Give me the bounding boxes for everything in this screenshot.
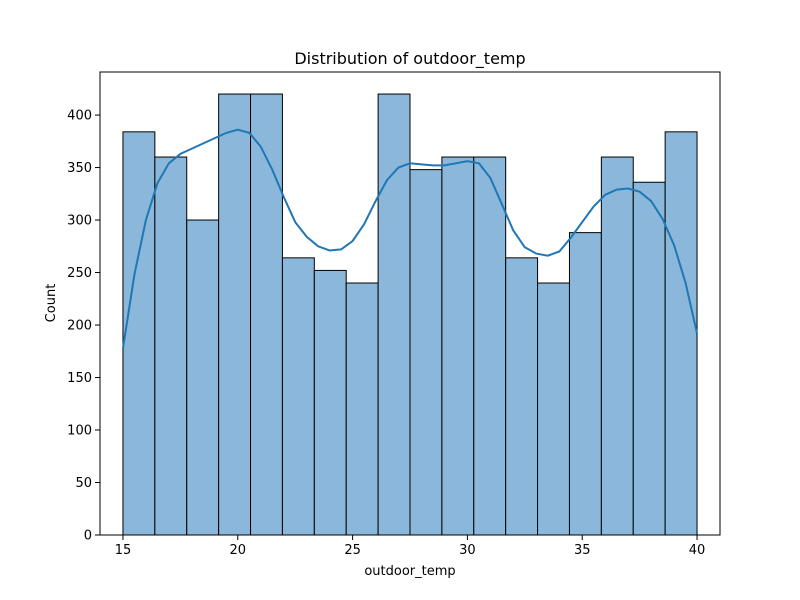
histogram-bar [600, 156, 634, 536]
x-tick-label: 25 [344, 543, 361, 558]
histogram-bar [537, 282, 570, 536]
y-tick-label: 100 [67, 424, 92, 439]
y-tick-label: 0 [84, 529, 92, 544]
plot-frame [99, 71, 721, 536]
histogram-bar [505, 257, 539, 536]
y-tick-label: 250 [67, 266, 92, 281]
histogram-bar [441, 156, 475, 536]
histogram-bar [664, 131, 698, 536]
histogram-bar [122, 131, 156, 536]
histogram-bar [186, 219, 220, 536]
kde-curve [122, 128, 698, 349]
histogram-bar [218, 93, 252, 536]
x-tick-label: 30 [459, 543, 476, 558]
histogram-bar [313, 269, 347, 536]
histogram-bar [345, 282, 379, 536]
chart-title: Distribution of outdoor_temp [294, 49, 525, 69]
y-axis-label: Count [44, 284, 59, 323]
y-tick-label: 150 [67, 371, 92, 386]
histogram-bar [250, 93, 283, 536]
y-tick-label: 50 [75, 476, 92, 491]
x-axis-ticks: 15 20 25 30 35 40 [115, 535, 706, 558]
x-axis-label: outdoor_temp [364, 564, 455, 579]
histogram-bar [568, 232, 602, 536]
histogram-bar [473, 156, 507, 536]
bars-group [122, 93, 698, 536]
x-tick-label: 15 [115, 543, 132, 558]
histogram-bar [154, 156, 188, 536]
x-tick-label: 20 [230, 543, 247, 558]
y-tick-label: 350 [67, 161, 92, 176]
histogram-bar [281, 257, 315, 536]
y-tick-label: 300 [67, 214, 92, 229]
histogram-bar [377, 93, 411, 536]
y-tick-label: 200 [67, 319, 92, 334]
histogram-bar [409, 169, 443, 536]
x-tick-label: 35 [574, 543, 591, 558]
y-tick-label: 400 [67, 109, 92, 124]
y-axis-ticks: 0 50 100 150 200 250 300 350 400 [67, 109, 100, 544]
histogram-bar [632, 181, 666, 536]
x-tick-label: 40 [689, 543, 706, 558]
